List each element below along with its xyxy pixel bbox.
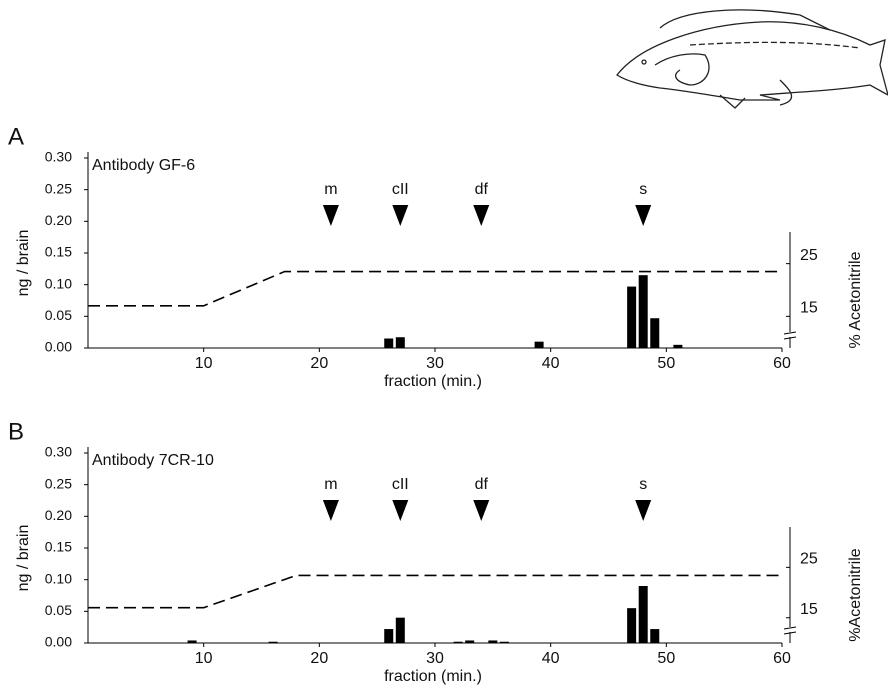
- y2-tick-label: 15: [800, 300, 818, 317]
- marker-label: cII: [392, 476, 409, 493]
- x-axis-label: fraction (min.): [384, 668, 482, 685]
- x-tick-label: 40: [542, 355, 560, 372]
- bar: [673, 344, 683, 348]
- gradient-line: [88, 574, 782, 609]
- marker-label: m: [324, 476, 337, 493]
- y-tick-label: 0.05: [45, 307, 72, 323]
- marker-arrow: [322, 500, 339, 521]
- marker-label: df: [475, 181, 489, 198]
- y-tick-label: 0.15: [45, 539, 72, 555]
- bar: [534, 341, 544, 348]
- bar: [650, 318, 660, 348]
- x-tick-label: 60: [773, 650, 791, 667]
- axis-break: [783, 626, 797, 630]
- y2-tick-label: 25: [800, 551, 818, 568]
- x-tick-label: 20: [310, 650, 328, 667]
- fish-drawing: [616, 9, 888, 109]
- marker-arrow: [322, 205, 339, 226]
- y2-tick-label: 25: [800, 247, 818, 264]
- marker-arrow: [473, 500, 490, 521]
- bar: [395, 337, 405, 348]
- bar: [638, 275, 648, 348]
- bar: [650, 629, 660, 643]
- bar: [187, 640, 197, 643]
- chart-panel: B Antibody 7CR-10 0.00 0.05 0.10 0.15 0.20 0.25…: [8, 418, 864, 685]
- y2-axis-label: % Acetonitrile: [847, 251, 864, 348]
- y-tick-label: 0.25: [45, 180, 72, 196]
- chart-title: Antibody GF-6: [92, 157, 195, 174]
- bar: [499, 641, 509, 643]
- y-axis-label: ng / brain: [15, 525, 32, 592]
- marker-label: s: [639, 476, 647, 493]
- x-tick-label: 30: [426, 355, 444, 372]
- chart-title: Antibody 7CR-10: [92, 452, 214, 469]
- bar: [395, 617, 405, 643]
- axis-break: [783, 331, 797, 335]
- y-tick-label: 0.00: [45, 339, 72, 355]
- y-tick-label: 0.20: [45, 212, 72, 228]
- x-tick-label: 20: [310, 355, 328, 372]
- marker-arrow: [635, 205, 652, 226]
- y-tick-label: 0.20: [45, 507, 72, 523]
- bar: [384, 629, 394, 643]
- y-tick-label: 0.30: [45, 444, 72, 460]
- panel-label: A: [8, 123, 24, 150]
- axis-break: [783, 336, 797, 340]
- bar: [627, 608, 637, 643]
- y2-tick-label: 15: [800, 601, 818, 618]
- bar: [488, 640, 498, 643]
- marker-label: m: [324, 181, 337, 198]
- y-tick-label: 0.10: [45, 275, 72, 291]
- x-tick-label: 60: [773, 355, 791, 372]
- marker-label: s: [639, 181, 647, 198]
- marker-arrow: [392, 500, 409, 521]
- y-tick-label: 0.05: [45, 602, 72, 618]
- bar: [638, 586, 648, 643]
- chart-panel: A Antibody GF-6 0.00 0.05 0.10 0.15 0.20 0.25 0.…: [8, 123, 864, 390]
- y2-axis-label: %Acetonitrile: [847, 548, 864, 641]
- y-tick-label: 0.15: [45, 244, 72, 260]
- x-tick-label: 10: [195, 355, 213, 372]
- y-tick-label: 0.10: [45, 570, 72, 586]
- x-tick-label: 10: [195, 650, 213, 667]
- y-tick-label: 0.30: [45, 149, 72, 165]
- marker-label: df: [475, 476, 489, 493]
- gradient-line: [88, 270, 782, 307]
- x-tick-label: 50: [657, 355, 675, 372]
- bar: [384, 338, 394, 348]
- y-axis-label: ng / brain: [15, 230, 32, 297]
- bar: [268, 641, 278, 643]
- axis-break: [783, 631, 797, 635]
- marker-arrow: [473, 205, 490, 226]
- marker-arrow: [392, 205, 409, 226]
- marker-label: cII: [392, 181, 409, 198]
- bar: [453, 641, 463, 643]
- bar: [627, 286, 637, 348]
- x-axis-label: fraction (min.): [384, 373, 482, 390]
- x-tick-label: 40: [542, 650, 560, 667]
- y-tick-label: 0.25: [45, 475, 72, 491]
- x-tick-label: 30: [426, 650, 444, 667]
- bar: [465, 640, 475, 643]
- y-tick-label: 0.00: [45, 634, 72, 650]
- x-tick-label: 50: [657, 650, 675, 667]
- panel-label: B: [8, 418, 24, 445]
- marker-arrow: [635, 500, 652, 521]
